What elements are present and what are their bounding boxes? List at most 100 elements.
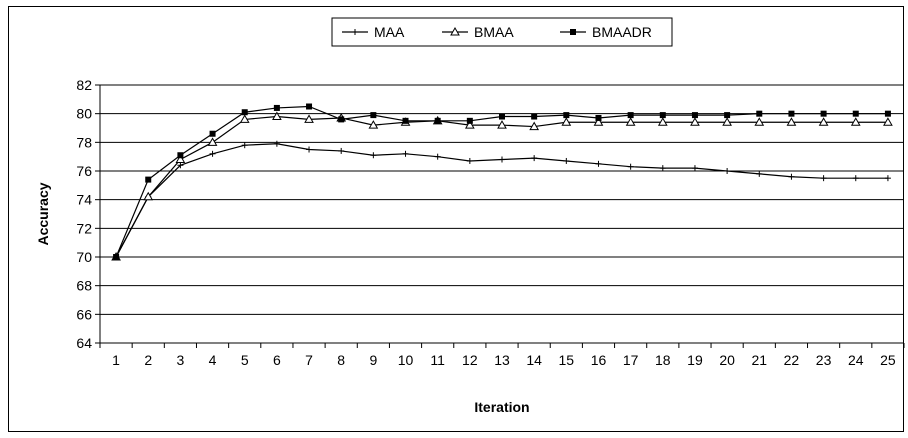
- data-point: [434, 153, 441, 160]
- data-point: [273, 104, 280, 111]
- x-tick-label: 20: [719, 352, 735, 368]
- data-point: [370, 112, 377, 119]
- data-point: [368, 120, 379, 129]
- data-point: [306, 146, 313, 153]
- data-point: [177, 162, 184, 169]
- data-point: [788, 173, 795, 180]
- data-point: [529, 121, 540, 131]
- legend-box: [331, 17, 673, 47]
- y-tick-label: 82: [76, 77, 92, 93]
- data-point: [338, 116, 345, 123]
- data-point: [531, 113, 538, 120]
- data-point: [304, 114, 314, 123]
- data-point: [143, 191, 154, 201]
- data-point: [595, 160, 602, 167]
- x-tick-label: 4: [209, 352, 217, 368]
- data-point: [627, 163, 634, 170]
- x-tick-label: 13: [494, 352, 510, 368]
- legend-item-maa: MAA: [342, 24, 405, 40]
- data-point: [272, 111, 282, 121]
- data-point: [820, 175, 827, 182]
- x-tick-label: 23: [816, 352, 832, 368]
- x-axis-title: Iteration: [474, 399, 529, 415]
- data-point: [209, 150, 216, 157]
- y-axis-title: Accuracy: [35, 182, 51, 245]
- data-point: [499, 113, 505, 120]
- data-point: [724, 112, 731, 119]
- series-bmaa: [111, 111, 893, 261]
- data-point: [625, 117, 636, 126]
- data-point: [273, 140, 280, 147]
- series-bmaadr: [113, 103, 891, 260]
- series-maa: [113, 140, 891, 260]
- data-point: [756, 110, 763, 117]
- data-point: [241, 142, 248, 149]
- x-tick-label: 18: [655, 352, 671, 368]
- x-tick-label: 17: [623, 352, 639, 368]
- data-point: [338, 147, 345, 154]
- data-point: [499, 156, 505, 163]
- data-point: [466, 117, 473, 124]
- x-tick-label: 22: [784, 352, 800, 368]
- legend-label: BMAA: [474, 24, 514, 40]
- x-tick-label: 15: [559, 352, 575, 368]
- data-point: [563, 157, 570, 164]
- data-point: [563, 112, 570, 119]
- data-point: [754, 117, 765, 126]
- x-tick-label: 8: [337, 352, 345, 368]
- y-tick-label: 78: [76, 134, 92, 150]
- data-point: [724, 168, 731, 174]
- data-point: [402, 150, 409, 157]
- data-point: [820, 110, 827, 117]
- x-tick-label: 19: [687, 352, 703, 368]
- data-point: [595, 114, 602, 121]
- x-tick-label: 6: [273, 352, 281, 368]
- data-point: [306, 103, 313, 110]
- data-point: [850, 117, 861, 126]
- y-tick-label: 76: [76, 163, 92, 179]
- legend-label: BMAADR: [592, 24, 652, 40]
- data-point: [883, 117, 893, 126]
- x-tick-label: 5: [241, 352, 249, 368]
- x-tick-label: 1: [112, 352, 120, 368]
- data-point: [466, 157, 473, 164]
- y-tick-label: 66: [76, 306, 92, 322]
- data-point: [786, 117, 797, 126]
- x-tick-label: 12: [462, 352, 478, 368]
- data-point: [593, 117, 604, 126]
- data-point: [241, 109, 248, 116]
- chart-frame: [8, 6, 904, 432]
- x-tick-label: 16: [591, 352, 607, 368]
- legend-item-bmaa: BMAA: [442, 24, 514, 40]
- data-point: [627, 112, 634, 119]
- data-point: [113, 254, 120, 260]
- x-tick-label: 2: [144, 352, 152, 368]
- data-point: [570, 29, 576, 35]
- series-group: [111, 103, 893, 261]
- data-point: [561, 117, 572, 126]
- x-tick-label: 14: [526, 352, 542, 368]
- data-point: [691, 165, 698, 172]
- data-point: [690, 117, 700, 126]
- data-point: [531, 155, 538, 162]
- data-point: [852, 175, 859, 182]
- data-point: [657, 117, 668, 126]
- data-point: [884, 110, 891, 117]
- y-tick-label: 72: [76, 220, 92, 236]
- y-tick-label: 74: [76, 192, 92, 208]
- data-point: [239, 114, 250, 123]
- data-point: [434, 117, 441, 124]
- data-point: [402, 117, 409, 124]
- y-tick-label: 80: [76, 106, 92, 122]
- y-tick-label: 70: [76, 249, 92, 265]
- x-tick-label: 24: [848, 352, 864, 368]
- data-point: [659, 112, 666, 119]
- data-point: [691, 112, 698, 119]
- data-point: [884, 175, 891, 182]
- data-point: [145, 176, 152, 183]
- x-tick-label: 10: [398, 352, 414, 368]
- data-point: [722, 117, 732, 126]
- data-point: [175, 154, 186, 164]
